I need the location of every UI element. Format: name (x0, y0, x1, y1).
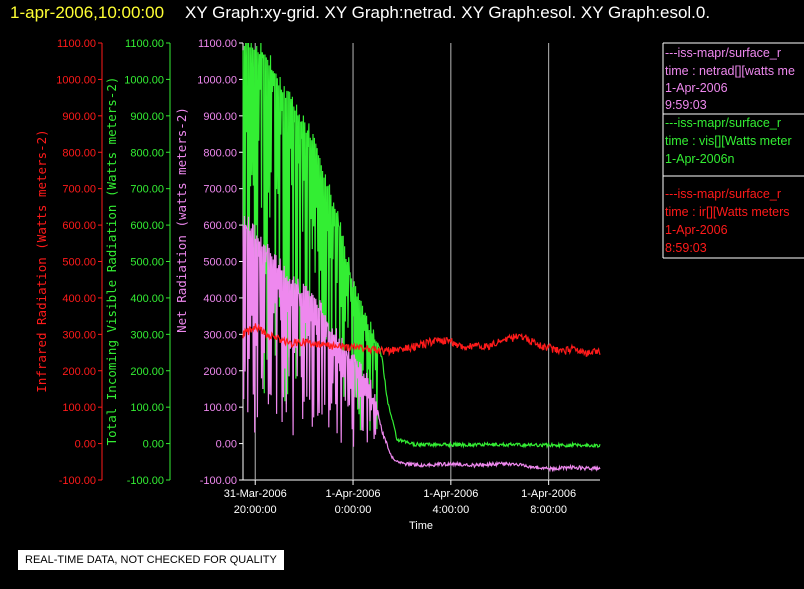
y-tick-label: 700.00 (203, 184, 237, 196)
quality-notice: REAL-TIME DATA, NOT CHECKED FOR QUALITY (18, 550, 284, 570)
x-axis-ticks: 31-Mar-2006 20:00:00 1-Apr-2006 0:00:00 1-Ap… (224, 480, 576, 516)
y-tick-label: 400.00 (62, 293, 96, 305)
legend-ir-source: ---iss-mapr/surface_r (665, 187, 781, 201)
legend-netrad-date: 1-Apr-2006 (665, 81, 728, 95)
y-tick-label: 700.00 (130, 184, 164, 196)
y-tick-label: 600.00 (130, 220, 164, 232)
y-tick-label: 100.00 (62, 402, 96, 414)
y-tick-label: 800.00 (130, 147, 164, 159)
y-axis-title-visible: Total Incoming Visible Radiation (Watts … (104, 77, 119, 446)
y-tick-label: 500.00 (130, 257, 164, 269)
y-tick-label: 800.00 (203, 147, 237, 159)
y-tick-label: 500.00 (62, 257, 96, 269)
header-graph-list: XY Graph:xy-grid. XY Graph:netrad. XY Gr… (185, 3, 710, 22)
legend-netrad-source: ---iss-mapr/surface_r (665, 46, 781, 60)
x-tick-label: 4:00:00 (432, 504, 469, 516)
y-tick-label: 200.00 (130, 366, 164, 378)
x-tick-label: 1-Apr-2006 (423, 488, 478, 500)
legend-vis-source: ---iss-mapr/surface_r (665, 116, 781, 130)
x-tick-label: 1-Apr-2006 (326, 488, 381, 500)
legend-vis-variable: time : vis[][Watts meter (665, 134, 792, 148)
y-tick-label: 1100.00 (198, 38, 237, 50)
y-tick-label: 300.00 (62, 329, 96, 341)
y-axis-title-netrad: Net Radiation (watts meters-2) (174, 107, 189, 333)
x-tick-label: 31-Mar-2006 (224, 488, 287, 500)
y-tick-label: -100.00 (200, 475, 237, 487)
y-axis-title-infrared: Infrared Radiation (Watts meters-2) (34, 129, 49, 392)
y-tick-label: 900.00 (203, 111, 237, 123)
y-tick-label: 900.00 (62, 111, 96, 123)
y-tick-label: 600.00 (62, 220, 96, 232)
y-tick-label: 900.00 (130, 111, 164, 123)
y-tick-label: 0.00 (143, 439, 164, 451)
y-tick-label: 800.00 (62, 147, 96, 159)
x-tick-label: 0:00:00 (335, 504, 372, 516)
x-tick-label: 20:00:00 (234, 504, 277, 516)
x-tick-label: 1-Apr-2006 (521, 488, 576, 500)
x-tick-label: 8:00:00 (530, 504, 567, 516)
y-axis-ticks: 1100.00 1000.00 900.00 800.00 700.00 600.00 50… (56, 38, 243, 487)
y-tick-label: 400.00 (203, 293, 237, 305)
y-tick-label: 1100.00 (57, 38, 96, 50)
y-tick-label: 500.00 (203, 257, 237, 269)
legend-netrad-time: 9:59:03 (665, 98, 707, 112)
series-line-ir (242, 323, 601, 357)
legend: ---iss-mapr/surface_r time : netrad[][wa… (662, 42, 804, 259)
y-tick-label: -100.00 (127, 475, 164, 487)
y-tick-label: 1000.00 (56, 74, 96, 86)
y-tick-label: 0.00 (216, 439, 237, 451)
x-axis-title: Time (409, 520, 433, 532)
header-timestamp: 1-apr-2006,10:00:00 (10, 3, 164, 22)
plot-area (242, 42, 601, 473)
y-tick-label: 600.00 (203, 220, 237, 232)
y-tick-label: 100.00 (130, 402, 164, 414)
y-tick-label: 300.00 (203, 329, 237, 341)
y-tick-label: 200.00 (62, 366, 96, 378)
legend-netrad-variable: time : netrad[][watts me (665, 64, 795, 78)
legend-vis-date: 1-Apr-2006n (665, 152, 735, 166)
y-tick-label: 1000.00 (124, 74, 164, 86)
series-line-netrad (242, 215, 601, 473)
y-tick-label: 1100.00 (125, 38, 164, 50)
y-tick-label: 400.00 (130, 293, 164, 305)
y-tick-label: 1000.00 (197, 74, 237, 86)
y-tick-label: 300.00 (130, 329, 164, 341)
legend-ir-variable: time : ir[][Watts meters (665, 205, 790, 219)
legend-ir-date: 1-Apr-2006 (665, 223, 728, 237)
y-tick-label: 0.00 (75, 439, 96, 451)
legend-ir-time: 8:59:03 (665, 241, 707, 255)
y-tick-label: 700.00 (62, 184, 96, 196)
y-tick-label: 200.00 (203, 366, 237, 378)
series-line-vis (242, 42, 601, 449)
y-tick-label: -100.00 (59, 475, 96, 487)
y-tick-label: 100.00 (203, 402, 237, 414)
